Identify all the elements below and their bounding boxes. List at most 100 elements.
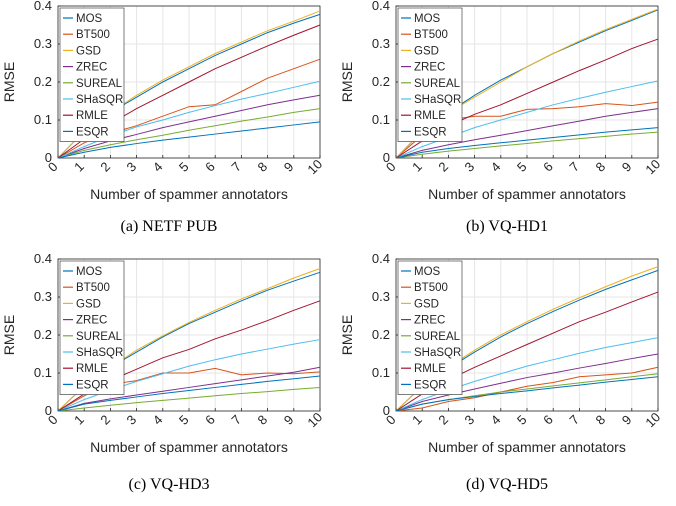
legend-label: ESQR: [76, 379, 109, 391]
x-tick-label: 6: [540, 159, 556, 175]
x-tick-label: 1: [409, 412, 425, 428]
y-tick-label: 0.2: [34, 74, 52, 89]
x-tick-label: 5: [176, 159, 192, 175]
x-tick-label: 3: [462, 159, 478, 175]
x-axis-label: Number of spammer annotators: [90, 186, 288, 202]
chart-panel-c: 0 1 2 3 4 5 6 7 8 9 10 0 0.1 0.2 0.3 0.4 Number of spamm…: [0, 253, 338, 506]
series-line-esqr: [57, 375, 321, 412]
series-line-sureal: [57, 386, 321, 412]
legend-label: SHaSQR: [414, 347, 461, 359]
x-tick-label: 4: [488, 159, 504, 175]
x-tick-label: 5: [514, 159, 530, 175]
chart-panel-a: 0 1 2 3 4 5 6 7 8 9 10 0 0.1 0.2 0.3 0.4 Number of spamm…: [0, 0, 338, 253]
x-tick-label: 9: [281, 412, 297, 428]
x-tick-label: 10: [642, 156, 663, 177]
y-tick-label: 0.2: [372, 74, 390, 89]
x-tick-label: 4: [150, 159, 166, 175]
y-tick-label: 0: [383, 403, 390, 418]
series-line-bt500: [395, 366, 659, 412]
x-tick-label: 9: [619, 412, 635, 428]
y-tick-label: 0.3: [34, 289, 52, 304]
x-tick-label: 9: [281, 159, 297, 175]
x-axis-label: Number of spammer annotators: [90, 439, 288, 455]
y-tick-label: 0.3: [372, 289, 390, 304]
legend-label: ZREC: [76, 62, 107, 74]
x-tick-label: 10: [304, 409, 325, 430]
legend-label: RMLE: [76, 363, 108, 375]
legend-label: MOS: [76, 13, 103, 25]
y-tick-label: 0: [45, 403, 52, 418]
x-tick-label: 10: [642, 409, 663, 430]
legend-label: BT500: [414, 282, 448, 294]
legend-label: SUREAL: [76, 78, 123, 90]
series-line-zrec: [395, 108, 659, 159]
x-tick-label: 6: [540, 412, 556, 428]
legend-label: ESQR: [76, 126, 109, 138]
x-tick-label: 7: [566, 159, 582, 175]
legend-label: MOS: [76, 266, 103, 278]
x-tick-label: 7: [228, 412, 244, 428]
legend-label: GSD: [76, 45, 101, 57]
chart-caption: (d) VQ-HD5: [466, 476, 548, 493]
legend-label: RMLE: [76, 110, 108, 122]
legend-label: GSD: [76, 298, 101, 310]
x-tick-label: 2: [97, 159, 113, 175]
y-tick-label: 0.1: [34, 112, 52, 127]
x-tick-label: 8: [593, 412, 609, 428]
legend-label: SUREAL: [414, 78, 461, 90]
legend-label: RMLE: [414, 363, 446, 375]
legend-label: MOS: [414, 266, 441, 278]
y-axis-label: RMSE: [339, 315, 355, 355]
y-axis-label: RMSE: [1, 62, 17, 102]
y-tick-label: 0.4: [34, 0, 52, 13]
x-tick-label: 2: [435, 159, 451, 175]
legend-label: ZREC: [414, 315, 445, 327]
legend-box: [59, 7, 125, 142]
legend-box: [397, 7, 463, 142]
y-tick-label: 0.4: [372, 0, 390, 13]
chart-caption: (c) VQ-HD3: [128, 476, 210, 493]
series-line-zrec: [395, 353, 659, 412]
x-axis-label: Number of spammer annotators: [428, 439, 626, 455]
x-tick-label: 8: [255, 412, 271, 428]
legend-label: BT500: [76, 29, 110, 41]
chart-caption: (a) NETF PUB: [120, 218, 218, 235]
legend-label: GSD: [414, 298, 439, 310]
x-tick-label: 10: [304, 156, 325, 177]
y-tick-label: 0.1: [372, 365, 390, 380]
y-tick-label: 0.4: [34, 253, 52, 266]
series-line-zrec: [57, 366, 321, 412]
legend-label: MOS: [414, 13, 441, 25]
legend-label: SHaSQR: [76, 94, 123, 106]
chart-panel-b: 0 1 2 3 4 5 6 7 8 9 10 0 0.1 0.2 0.3 0.4 Number of spamm…: [338, 0, 676, 253]
x-tick-label: 4: [488, 412, 504, 428]
legend-label: BT500: [414, 29, 448, 41]
y-tick-label: 0.4: [372, 253, 390, 266]
legend-label: SHaSQR: [76, 347, 123, 359]
x-tick-label: 8: [255, 159, 271, 175]
x-tick-label: 1: [409, 159, 425, 175]
x-tick-label: 5: [514, 412, 530, 428]
series-line-sureal: [395, 131, 659, 159]
x-tick-label: 7: [566, 412, 582, 428]
x-tick-label: 8: [593, 159, 609, 175]
x-tick-label: 3: [462, 412, 478, 428]
y-tick-label: 0.2: [372, 327, 390, 342]
series-line-esqr: [57, 121, 321, 159]
x-tick-label: 3: [124, 159, 140, 175]
legend-box: [59, 260, 125, 395]
legend-label: RMLE: [414, 110, 446, 122]
x-axis-label: Number of spammer annotators: [428, 186, 626, 202]
series-line-sureal: [57, 108, 321, 159]
chart-caption: (b) VQ-HD1: [466, 218, 548, 235]
y-tick-label: 0: [45, 150, 52, 165]
x-tick-label: 6: [202, 412, 218, 428]
y-tick-label: 0.3: [34, 36, 52, 51]
legend-label: ZREC: [76, 315, 107, 327]
legend-label: SUREAL: [76, 331, 123, 343]
y-tick-label: 0: [383, 150, 390, 165]
